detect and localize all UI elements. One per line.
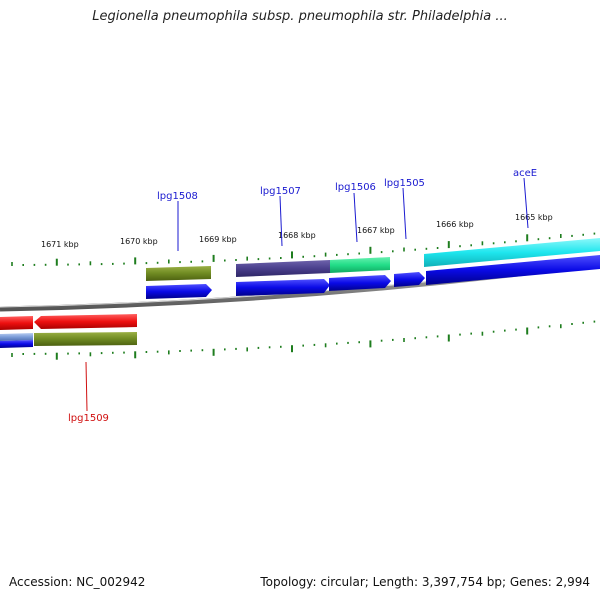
cds-track-plus [146, 255, 600, 299]
gene-labels: lpg1508 lpg1507 lpg1506 lpg1505 aceE lpg… [68, 168, 537, 424]
gene-lpg1509-feature[interactable] [34, 332, 137, 346]
gene-label-lpg1507[interactable]: lpg1507 [260, 186, 301, 197]
kbp-label-1666: 1666 kbp [436, 220, 474, 229]
cds-lpg1506[interactable] [329, 275, 391, 291]
cds-aceE[interactable] [426, 255, 600, 285]
accession-text: Accession: NC_002942 [9, 575, 146, 589]
kbp-label-1668: 1668 kbp [278, 231, 316, 240]
gene-leader-lines [85, 177, 529, 412]
gene-label-lpg1509[interactable]: lpg1509 [68, 413, 109, 424]
feature-track-minus [0, 314, 137, 348]
gene-aceE-feature[interactable] [424, 238, 600, 267]
gene-label-aceE[interactable]: aceE [513, 168, 537, 179]
cds-lpg1505[interactable] [394, 272, 425, 287]
kbp-label-1667: 1667 kbp [357, 226, 395, 235]
upper-tick-scale [11, 232, 596, 266]
gene-label-lpg1508[interactable]: lpg1508 [157, 191, 198, 202]
genome-summary-text: Topology: circular; Length: 3,397,754 bp… [260, 575, 590, 589]
leader-lpg1505 [402, 187, 407, 240]
cds-lpg1507[interactable] [236, 279, 330, 296]
feature-track-outer [146, 238, 600, 281]
cds-lpg1508[interactable] [146, 284, 212, 299]
cds-left-red[interactable] [0, 316, 33, 330]
kbp-label-1665: 1665 kbp [515, 213, 553, 222]
leader-lpg1509 [85, 361, 88, 412]
leader-aceE [523, 177, 529, 229]
gene-lpg1506-feature[interactable] [330, 257, 390, 273]
lower-tick-scale [11, 320, 596, 360]
kbp-label-1671: 1671 kbp [41, 240, 79, 249]
gene-label-lpg1505[interactable]: lpg1505 [384, 178, 425, 189]
kbp-label-1669: 1669 kbp [199, 235, 237, 244]
feature-left-blue[interactable] [0, 340, 33, 348]
kbp-label-1670: 1670 kbp [120, 237, 158, 246]
feature-left-lightblue[interactable] [0, 333, 33, 341]
map-title: Legionella pneumophila subsp. pneumophil… [92, 9, 508, 24]
leader-lpg1507 [279, 195, 283, 247]
cds-lpg1509[interactable] [34, 314, 137, 329]
kbp-labels: 1671 kbp 1670 kbp 1669 kbp 1668 kbp 1667… [41, 213, 553, 249]
gene-lpg1508-feature[interactable] [146, 266, 211, 281]
gene-lpg1507-feature[interactable] [236, 260, 330, 277]
gene-label-lpg1506[interactable]: lpg1506 [335, 182, 376, 193]
leader-lpg1506 [353, 192, 358, 243]
